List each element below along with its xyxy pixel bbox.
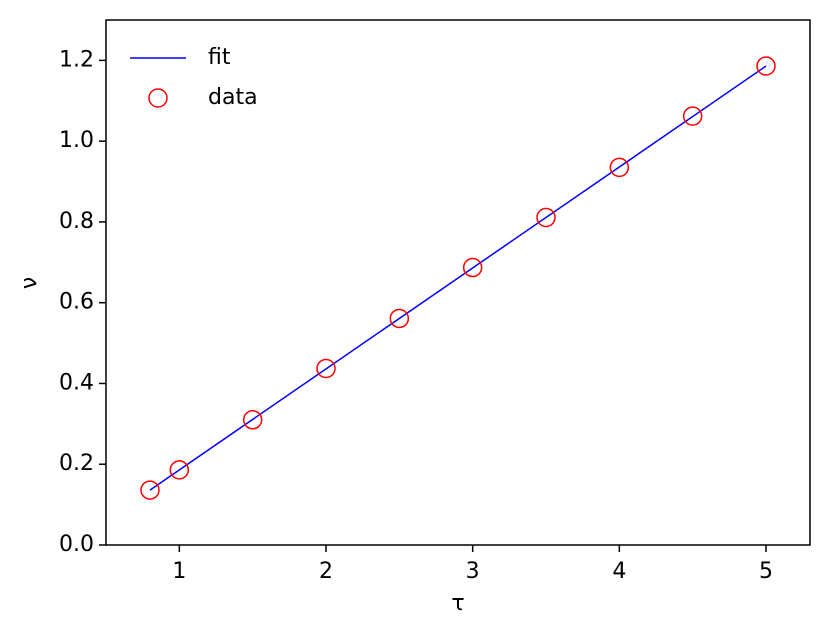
x-tick-label: 3 xyxy=(466,559,480,584)
data-point xyxy=(756,56,776,76)
data-point xyxy=(169,460,190,480)
y-tick-label: 0.8 xyxy=(59,209,94,234)
plot-frame xyxy=(105,19,811,546)
data-point xyxy=(316,358,336,379)
x-axis-label: τ xyxy=(451,591,464,616)
y-tick-label: 0.4 xyxy=(59,370,94,395)
data-point xyxy=(242,410,263,430)
data-point xyxy=(536,207,556,228)
x-tick-label: 4 xyxy=(612,559,626,584)
y-tick-label: 1.0 xyxy=(59,128,94,153)
legend-label: data xyxy=(208,85,258,110)
x-tick-label: 5 xyxy=(759,559,773,584)
y-tick-label: 0.0 xyxy=(59,532,94,557)
data-point xyxy=(462,257,483,278)
x-tick-label: 1 xyxy=(172,559,186,584)
fit-line xyxy=(149,65,767,491)
y-tick-label: 0.6 xyxy=(59,290,94,315)
data-point xyxy=(140,480,160,500)
data-point xyxy=(389,308,410,329)
data-point xyxy=(682,106,703,126)
x-tick-label: 2 xyxy=(319,559,333,584)
legend-swatch xyxy=(148,88,168,108)
data-point xyxy=(609,157,630,178)
legend-label: fit xyxy=(208,45,231,70)
y-axis-label: ν xyxy=(17,277,42,289)
y-tick-label: 1.2 xyxy=(59,47,94,72)
y-tick-label: 0.2 xyxy=(59,451,94,476)
